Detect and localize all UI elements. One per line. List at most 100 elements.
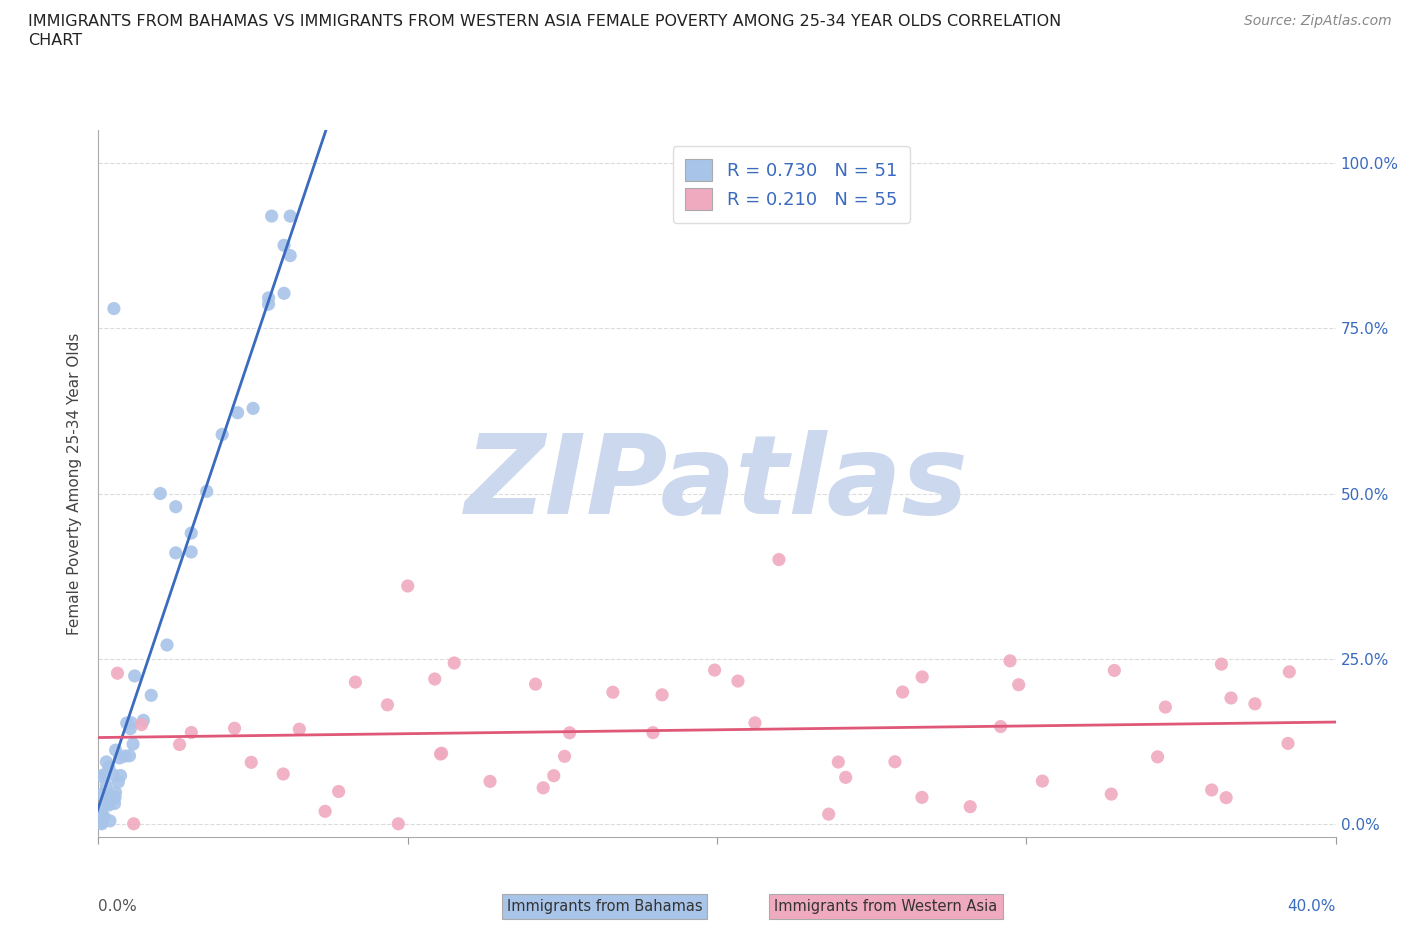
Point (1220, 691, 1243, 706)
Y-axis label: Female Poverty Among 25-34 Year Olds: Female Poverty Among 25-34 Year Olds (67, 332, 83, 635)
Point (104, 790, 127, 804)
Point (115, 715, 138, 730)
Point (998, 654, 1021, 669)
Point (278, 208, 301, 223)
Point (602, 684, 624, 699)
Point (122, 817, 145, 831)
Point (96, 754, 118, 769)
Point (89, 769, 111, 784)
Point (90, 817, 112, 831)
Point (257, 297, 280, 312)
Point (96, 778, 118, 793)
Point (98, 789, 121, 804)
Point (242, 401, 264, 416)
Point (240, 755, 263, 770)
Point (651, 687, 673, 702)
Point (104, 743, 127, 758)
Point (387, 817, 409, 831)
Point (118, 749, 141, 764)
Point (98, 790, 121, 805)
Point (727, 673, 749, 688)
Point (114, 749, 136, 764)
Point (195, 484, 218, 498)
Point (834, 770, 856, 785)
Point (180, 725, 202, 740)
Point (990, 719, 1012, 734)
Text: 40.0%: 40.0% (1288, 899, 1336, 914)
Point (423, 671, 446, 686)
Point (97, 798, 120, 813)
Point (911, 670, 934, 684)
Point (180, 545, 202, 560)
Point (226, 405, 249, 420)
Point (959, 799, 981, 814)
Point (817, 806, 839, 821)
Point (744, 715, 766, 730)
Point (98, 814, 121, 829)
Point (443, 656, 465, 671)
Point (103, 767, 125, 782)
Point (120, 721, 142, 736)
Point (479, 774, 502, 789)
Point (288, 722, 311, 737)
Text: Immigrants from Western Asia: Immigrants from Western Asia (775, 899, 997, 914)
Point (165, 499, 187, 514)
Text: Immigrants from Bahamas: Immigrants from Bahamas (506, 899, 703, 914)
Point (169, 737, 191, 752)
Point (314, 804, 336, 818)
Point (120, 715, 142, 730)
Text: CHART: CHART (28, 33, 82, 47)
Point (104, 785, 127, 800)
Point (768, 552, 790, 567)
Point (165, 545, 187, 560)
Point (141, 688, 163, 703)
Point (110, 768, 132, 783)
Point (93, 767, 115, 782)
Point (558, 725, 581, 740)
Point (891, 684, 914, 699)
Point (108, 751, 131, 765)
Point (89, 816, 111, 830)
Point (97, 796, 120, 811)
Point (1201, 782, 1223, 797)
Point (524, 677, 547, 692)
Point (328, 784, 350, 799)
Point (531, 780, 554, 795)
Legend: R = 0.730   N = 51, R = 0.210   N = 55: R = 0.730 N = 51, R = 0.210 N = 55 (672, 146, 910, 223)
Point (132, 713, 155, 728)
Point (149, 486, 172, 501)
Point (429, 747, 451, 762)
Point (224, 721, 246, 736)
Point (1008, 677, 1031, 692)
Point (1277, 736, 1299, 751)
Point (156, 638, 179, 653)
Point (1031, 774, 1053, 789)
Point (641, 725, 664, 740)
Point (122, 737, 145, 751)
Point (180, 525, 202, 540)
Point (97, 760, 120, 775)
Point (396, 578, 419, 593)
Point (211, 427, 233, 442)
Point (1154, 699, 1177, 714)
Point (103, 796, 125, 811)
Point (107, 666, 129, 681)
Point (93, 809, 115, 824)
Point (430, 746, 453, 761)
Point (1244, 697, 1267, 711)
Point (377, 698, 399, 712)
Point (911, 790, 934, 804)
Point (884, 754, 907, 769)
Point (1099, 787, 1122, 802)
Point (90, 807, 112, 822)
Text: 0.0%: 0.0% (98, 899, 138, 914)
Point (554, 749, 576, 764)
Point (344, 674, 367, 689)
Point (103, 301, 125, 316)
Text: IMMIGRANTS FROM BAHAMAS VS IMMIGRANTS FROM WESTERN ASIA FEMALE POVERTY AMONG 25-: IMMIGRANTS FROM BAHAMAS VS IMMIGRANTS FR… (28, 14, 1062, 29)
Point (273, 286, 295, 300)
Point (257, 290, 280, 305)
Point (703, 663, 725, 678)
Point (1278, 664, 1301, 679)
Point (1146, 750, 1168, 764)
